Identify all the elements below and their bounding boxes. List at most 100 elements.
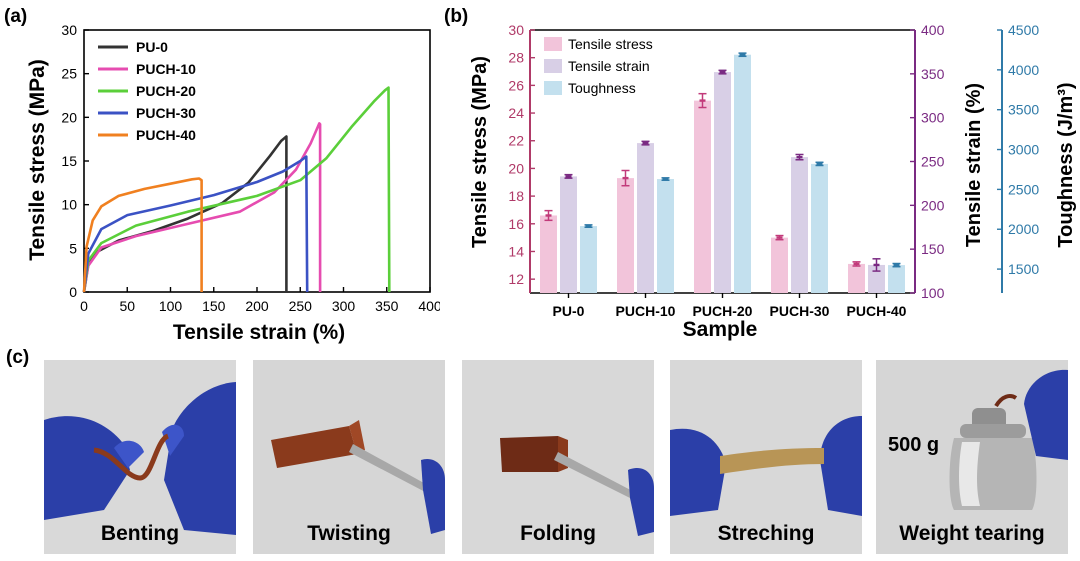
x-tick-label-a: 300 (332, 298, 356, 314)
legend-label-puch-30: PUCH-30 (136, 105, 196, 121)
y-axis-label-a: Tensile stress (MPa) (26, 59, 49, 261)
legend-swatch-tensile-stress (544, 37, 562, 51)
curves-a (82, 86, 391, 293)
y-tick-label-stress: 18 (508, 188, 524, 204)
y-tick-label-a: 0 (69, 284, 77, 300)
x-tick-label-a: 400 (418, 298, 440, 314)
y-tick-label-strain: 100 (921, 285, 945, 301)
tensile-curve-chart: (a) 0 50 100 150 200 250 300 350 400 0 5 10 15 20 25 30… (4, 6, 440, 344)
y-tick-label-stress: 26 (508, 77, 524, 93)
bars-b (540, 52, 905, 294)
y-tick-label-a: 25 (61, 66, 77, 82)
bar-toughness (734, 54, 751, 294)
demo-photo-row: Benting Twisting Folding Streching (0, 356, 1080, 561)
legend-b: Tensile stress Tensile strain Toughness (544, 36, 653, 96)
legend-label-toughness: Toughness (568, 80, 636, 96)
y-tick-label-tough: 2500 (1008, 181, 1039, 197)
legend-label-tensile-stress: Tensile stress (568, 36, 653, 52)
curve-puch-40 (82, 177, 203, 293)
weight-label: 500 g (888, 434, 940, 456)
bar-tensile-stress (848, 263, 865, 293)
y-tick-label-tough: 4000 (1008, 62, 1039, 78)
stretching-illustration (670, 360, 862, 554)
x-tick-label-a: 250 (289, 298, 313, 314)
y-tick-label-stress: 12 (508, 271, 524, 287)
legend-label-pu-0: PU-0 (136, 39, 168, 55)
y-tick-label-stress: 14 (508, 243, 524, 259)
photo-benting: Benting (44, 360, 236, 554)
caption-streching: Streching (717, 522, 815, 545)
y-tick-label-tough: 1500 (1008, 261, 1039, 277)
bar-toughness (580, 226, 597, 293)
x-tick-label-b: PUCH-40 (847, 303, 907, 319)
y-axis-label-toughness: Toughness (J/m³) (1055, 82, 1077, 247)
property-bar-chart: (b) 12 14 16 18 20 22 24 26 28 30 100 150 200 250 300 3… (444, 6, 1077, 341)
photo-weight-tearing: 500 g Weight tearing (876, 360, 1068, 554)
photo-streching: Streching (670, 360, 862, 554)
x-tick-label-a: 0 (80, 298, 88, 314)
bar-toughness (888, 265, 905, 293)
x-tick-label-b: PU-0 (553, 303, 585, 319)
y-tick-label-tough: 3000 (1008, 142, 1039, 158)
y-tick-label-strain: 350 (921, 66, 945, 82)
caption-folding: Folding (520, 522, 596, 545)
y-tick-label-strain: 300 (921, 110, 945, 126)
x-tick-label-a: 350 (375, 298, 399, 314)
x-tick-label-a: 150 (202, 298, 226, 314)
bar-tensile-stress (617, 178, 634, 293)
legend-label-puch-20: PUCH-20 (136, 83, 196, 99)
y-tick-label-stress: 28 (508, 50, 524, 66)
x-tick-label-a: 50 (119, 298, 135, 314)
x-tick-label-b: PUCH-30 (770, 303, 830, 319)
curve-puch-30 (82, 155, 309, 293)
x-tick-label-a: 200 (245, 298, 269, 314)
bending-illustration (44, 360, 236, 554)
caption-benting: Benting (100, 522, 180, 545)
panel-c-label: (c) (6, 347, 30, 368)
twisting-illustration (253, 360, 445, 554)
legend-label-puch-10: PUCH-10 (136, 61, 196, 77)
curve-puch-20 (82, 86, 391, 293)
weight-illustration (876, 360, 1068, 554)
x-axis-label-b: Sample (683, 318, 758, 341)
legend-label-puch-40: PUCH-40 (136, 127, 196, 143)
y-tick-label-strain: 150 (921, 241, 945, 257)
bar-tensile-strain (637, 143, 654, 293)
y-tick-label-tough: 4500 (1008, 22, 1039, 38)
y-tick-label-a: 5 (69, 240, 77, 256)
legend-swatch-tensile-strain (544, 59, 562, 73)
curve-puch-10 (82, 122, 322, 293)
photo-twisting: Twisting (253, 360, 445, 554)
y-tick-label-stress: 20 (508, 160, 524, 176)
y-tick-label-a: 30 (61, 22, 77, 38)
bar-toughness (657, 179, 674, 293)
photo-folding: Folding (462, 360, 654, 554)
y-tick-label-a: 10 (61, 197, 77, 213)
panel-b-label: (b) (444, 6, 468, 27)
axes-a: 0 50 100 150 200 250 300 350 400 0 5 10 15 20 25 30 (61, 22, 440, 314)
folding-illustration (462, 360, 654, 554)
y-tick-label-tough: 3500 (1008, 102, 1039, 118)
y-axis-label-strain: Tensile strain (%) (963, 83, 985, 247)
bar-toughness (811, 163, 828, 293)
bar-tensile-strain (560, 176, 577, 293)
y-tick-label-a: 15 (61, 153, 77, 169)
legend-swatch-toughness (544, 81, 562, 95)
y-tick-label-strain: 200 (921, 197, 945, 213)
y-tick-label-tough: 2000 (1008, 221, 1039, 237)
bar-tensile-stress (771, 237, 788, 293)
x-tick-label-b: PUCH-20 (693, 303, 753, 319)
x-axis-label-a: Tensile strain (%) (173, 321, 345, 344)
caption-twisting: Twisting (307, 522, 391, 545)
y-tick-label-strain: 250 (921, 154, 945, 170)
curve-pu-0 (82, 135, 288, 293)
y-axis-label-stress: Tensile stress (MPa) (469, 56, 491, 248)
y-tick-label-stress: 24 (508, 105, 524, 121)
legend-a: PU-0 PUCH-10 PUCH-20 PUCH-30 PUCH-40 (98, 39, 196, 143)
bar-tensile-stress (540, 215, 557, 293)
y-tick-label-stress: 22 (508, 133, 524, 149)
y-tick-label-strain: 400 (921, 22, 945, 38)
legend-label-tensile-strain: Tensile strain (568, 58, 650, 74)
y-tick-label-stress: 30 (508, 22, 524, 38)
bar-tensile-strain (868, 264, 885, 293)
